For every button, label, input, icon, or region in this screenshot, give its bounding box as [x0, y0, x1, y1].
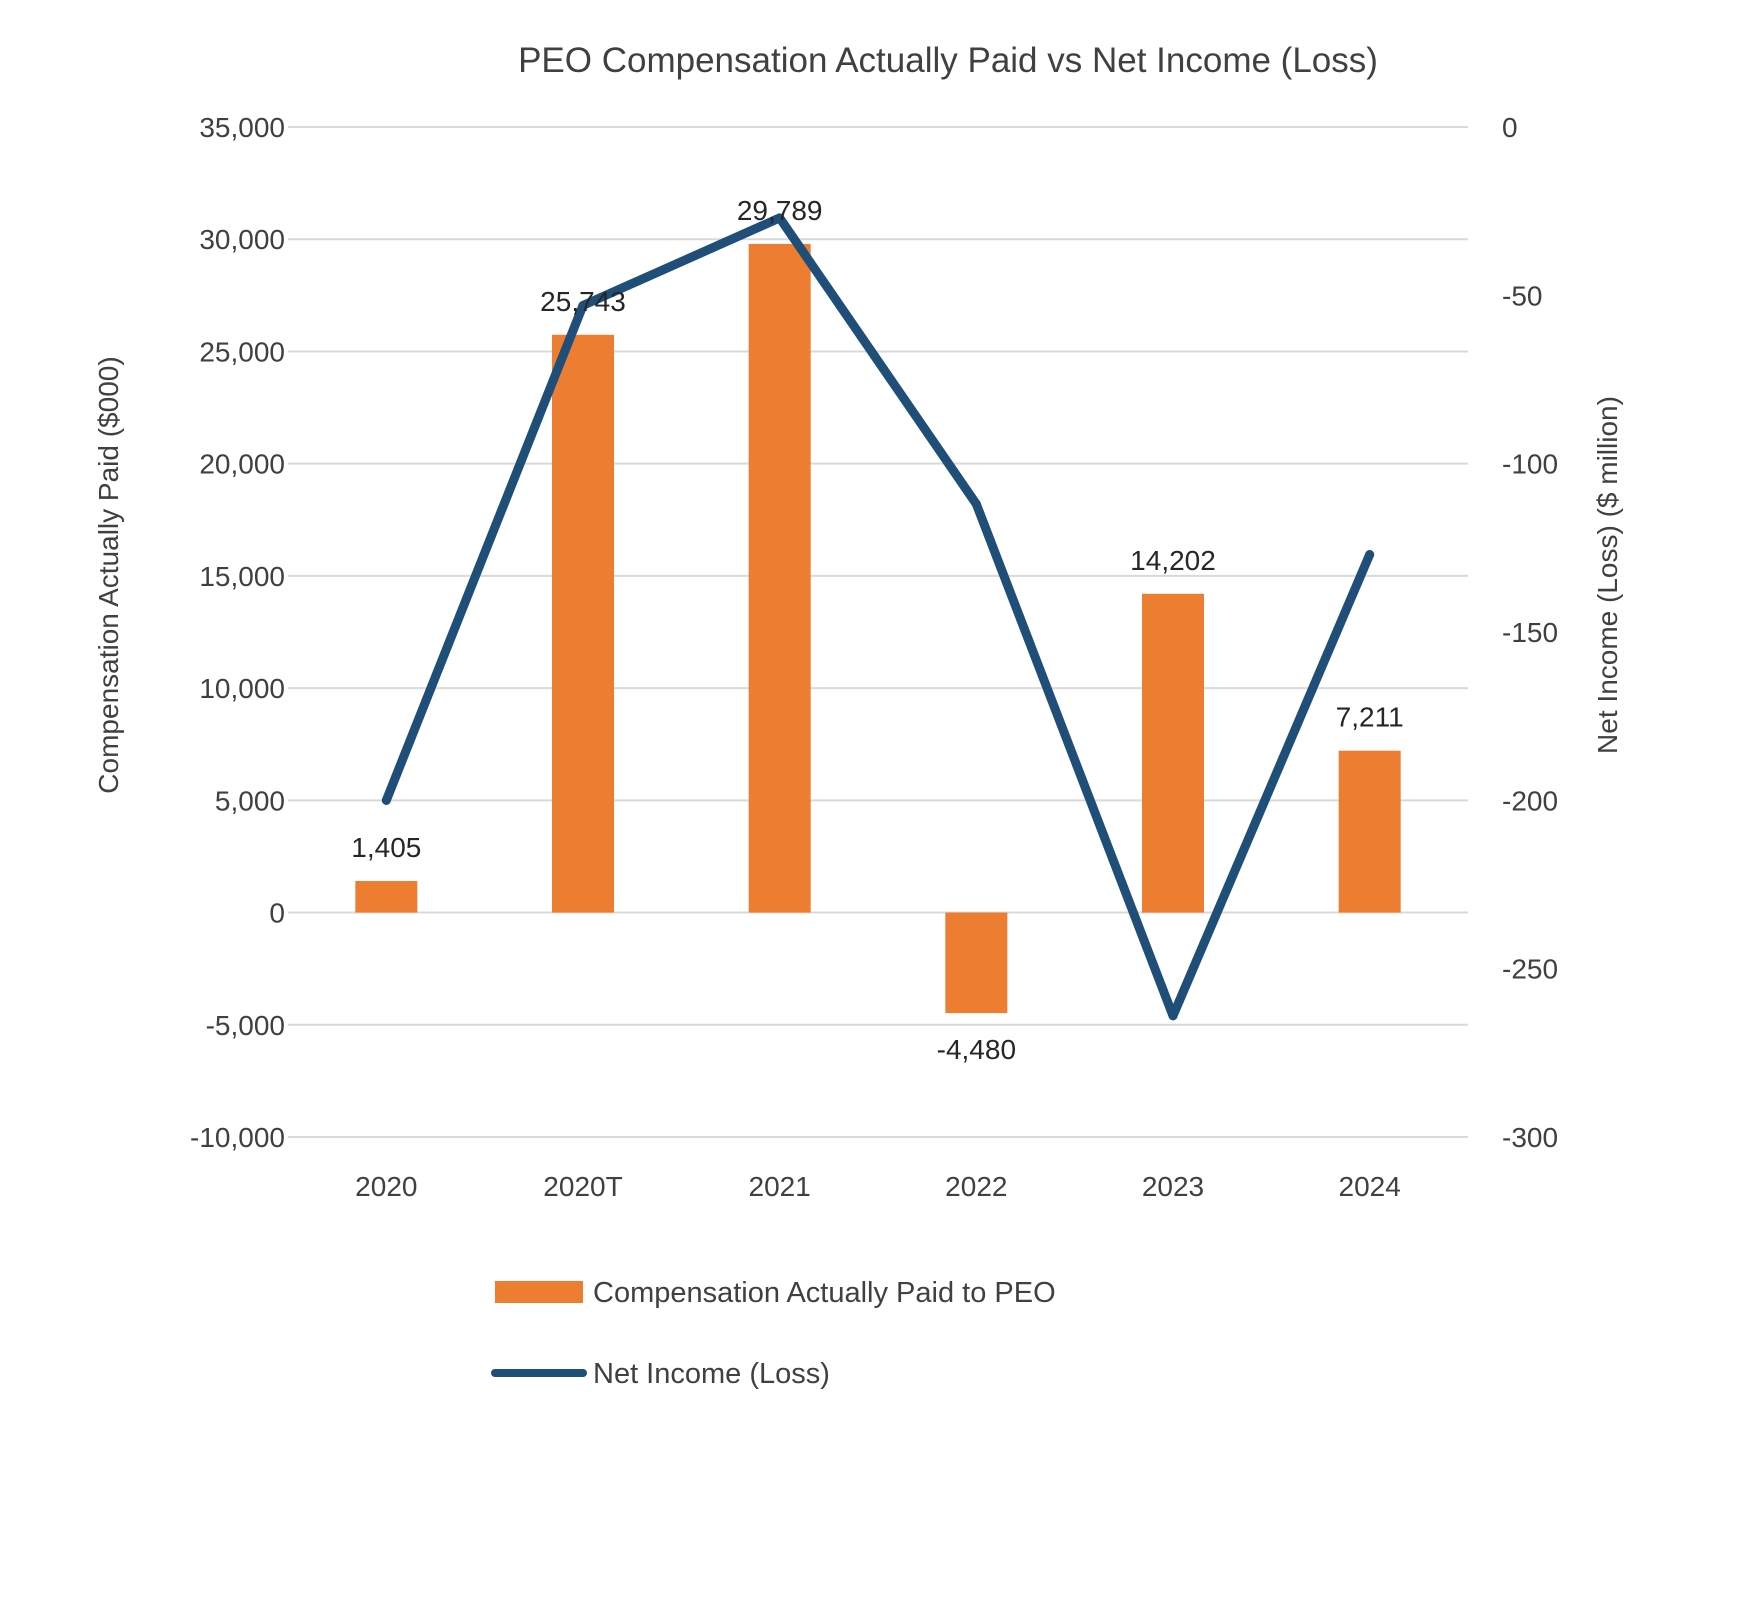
- right-tick-label: -150: [1502, 617, 1558, 648]
- left-tick-label: 30,000: [199, 224, 285, 255]
- left-tick-label: 0: [269, 898, 285, 929]
- bar: [1338, 750, 1401, 913]
- left-tick-label: -5,000: [206, 1010, 285, 1041]
- net-income-point: [1365, 550, 1375, 560]
- right-tick-label: -250: [1502, 954, 1558, 985]
- right-tick-label: -50: [1502, 280, 1542, 311]
- net-income-point: [775, 213, 785, 223]
- x-tick-label: 2021: [749, 1171, 811, 1202]
- bar-data-label: 1,405: [351, 832, 421, 863]
- bar-data-label: 14,202: [1130, 545, 1216, 576]
- right-tick-label: -100: [1502, 449, 1558, 480]
- net-income-point: [971, 499, 981, 509]
- bar: [552, 334, 614, 913]
- legend-label-net-income: Net Income (Loss): [593, 1358, 830, 1390]
- left-axis-ticks: -10,000 -5,000 0 5,000 10,000 15,000 20,000 25,…: [190, 112, 285, 1153]
- bar-data-label: -4,480: [937, 1034, 1016, 1065]
- bar-data-label: 7,211: [1336, 702, 1404, 733]
- bar: [748, 243, 811, 913]
- bar: [945, 912, 1008, 1014]
- right-tick-label: 0: [1502, 112, 1518, 143]
- left-tick-label: 25,000: [199, 336, 285, 367]
- x-axis-ticks: 2020 2020T 2021 2022 2023 2024: [355, 1171, 1401, 1202]
- data-labels: 1,405 25,743 29,789 -4,480 14,202 7,211: [351, 195, 1403, 1065]
- x-tick-label: 2022: [945, 1171, 1007, 1202]
- net-income-point: [381, 795, 391, 805]
- x-tick-label: 2020T: [543, 1171, 622, 1202]
- x-tick-label: 2023: [1142, 1171, 1204, 1202]
- net-income-point: [1168, 1011, 1178, 1021]
- left-axis-title: Compensation Actually Paid ($000): [93, 356, 124, 793]
- net-income-point: [578, 300, 588, 310]
- bar: [355, 881, 418, 913]
- left-tick-label: 10,000: [199, 673, 285, 704]
- left-tick-label: -10,000: [190, 1122, 285, 1153]
- gridlines: [288, 126, 1468, 1138]
- left-tick-label: 20,000: [199, 449, 285, 480]
- right-axis-title: Net Income (Loss) ($ million): [1592, 396, 1623, 754]
- x-tick-label: 2024: [1339, 1171, 1401, 1202]
- bar-series: [355, 243, 1401, 1014]
- legend: Compensation Actually Paid to PEO Net In…: [491, 1277, 1056, 1390]
- bar-data-label: 25,743: [540, 286, 626, 317]
- chart-title: PEO Compensation Actually Paid vs Net In…: [518, 41, 1378, 80]
- line-series: [381, 213, 1375, 1021]
- left-tick-label: 5,000: [215, 785, 285, 816]
- bar: [1142, 593, 1204, 913]
- legend-swatch-compensation: [495, 1281, 583, 1303]
- right-axis-ticks: -300 -250 -200 -150 -100 -50 0: [1502, 112, 1558, 1153]
- right-tick-label: -200: [1502, 785, 1558, 816]
- bar-data-label: 29,789: [737, 195, 823, 226]
- left-tick-label: 35,000: [199, 112, 285, 143]
- left-tick-label: 15,000: [199, 561, 285, 592]
- legend-label-compensation: Compensation Actually Paid to PEO: [593, 1277, 1056, 1309]
- right-tick-label: -300: [1502, 1122, 1558, 1153]
- net-income-line: [381, 213, 1375, 1021]
- x-tick-label: 2020: [355, 1171, 417, 1202]
